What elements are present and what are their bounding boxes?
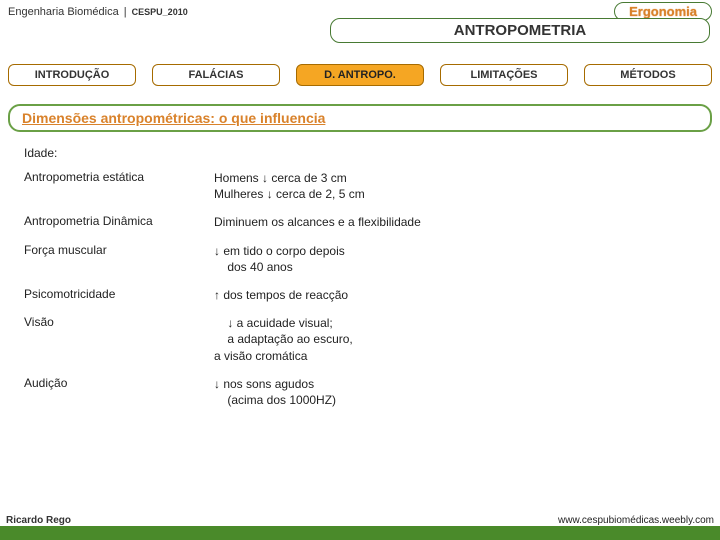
- tab-falacias[interactable]: FALÁCIAS: [152, 64, 280, 86]
- content: Idade: Antropometria estática Homens ↓ c…: [24, 146, 696, 408]
- breadcrumb-main: Engenharia Biomédica: [8, 6, 119, 18]
- row-audicao: Audição ↓ nos sons agudos (acima dos 100…: [24, 376, 696, 408]
- row-rhs: ↓ a acuidade visual; a adaptação ao escu…: [214, 315, 696, 364]
- row-rhs: ↓ em tido o corpo depois dos 40 anos: [214, 243, 696, 275]
- tabs: INTRODUÇÃO FALÁCIAS D. ANTROPO. LIMITAÇÕ…: [8, 64, 712, 86]
- row-rhs: Homens ↓ cerca de 3 cmMulheres ↓ cerca d…: [214, 170, 696, 202]
- section-title: Dimensões antropométricas: o que influen…: [8, 104, 712, 132]
- row-lhs: Antropometria estática: [24, 170, 214, 202]
- breadcrumb-small: CESPU_2010: [132, 7, 188, 17]
- breadcrumb-sep: |: [124, 6, 127, 18]
- row-estatica: Antropometria estática Homens ↓ cerca de…: [24, 170, 696, 202]
- row-rhs: ↑ dos tempos de reacção: [214, 287, 696, 303]
- idade-label: Idade:: [24, 146, 696, 160]
- tab-limitacoes[interactable]: LIMITAÇÕES: [440, 64, 568, 86]
- footer-url: www.cespubiomédicas.weebly.com: [558, 515, 714, 526]
- row-lhs: Força muscular: [24, 243, 214, 275]
- row-forca: Força muscular ↓ em tido o corpo depois …: [24, 243, 696, 275]
- breadcrumb: Engenharia Biomédica | CESPU_2010: [8, 6, 188, 18]
- row-visao: Visão ↓ a acuidade visual; a adaptação a…: [24, 315, 696, 364]
- row-dinamica: Antropometria Dinâmica Diminuem os alcan…: [24, 214, 696, 230]
- row-psico: Psicomotricidade ↑ dos tempos de reacção: [24, 287, 696, 303]
- row-lhs: Psicomotricidade: [24, 287, 214, 303]
- row-rhs: Diminuem os alcances e a flexibilidade: [214, 214, 696, 230]
- row-lhs: Visão: [24, 315, 214, 364]
- page-title: ANTROPOMETRIA: [330, 18, 710, 43]
- row-lhs: Antropometria Dinâmica: [24, 214, 214, 230]
- footer-author: Ricardo Rego: [6, 515, 71, 526]
- header: Ergonomia Engenharia Biomédica | CESPU_2…: [0, 0, 720, 44]
- row-rhs: ↓ nos sons agudos (acima dos 1000HZ): [214, 376, 696, 408]
- tab-metodos[interactable]: MÉTODOS: [584, 64, 712, 86]
- tab-dantropo[interactable]: D. ANTROPO.: [296, 64, 424, 86]
- footer-bar: [0, 526, 720, 540]
- row-lhs: Audição: [24, 376, 214, 408]
- tab-introducao[interactable]: INTRODUÇÃO: [8, 64, 136, 86]
